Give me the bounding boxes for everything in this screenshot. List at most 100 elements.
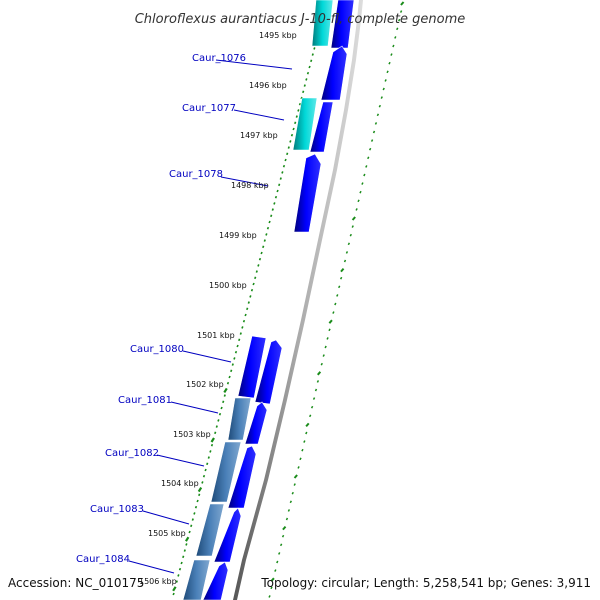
outer-ring-tick — [308, 414, 312, 418]
cds-feature[interactable] — [182, 559, 211, 600]
inner-ring-tick — [238, 338, 241, 342]
cds-feature[interactable] — [320, 45, 348, 101]
cds-feature[interactable] — [330, 0, 355, 49]
inner-ring-tick — [241, 326, 244, 329]
outer-ring-tick — [351, 216, 356, 221]
gene-label[interactable]: Caur_1080 — [130, 344, 184, 355]
gene-labels[interactable]: Caur_1076 Caur_1077 Caur_1078 Caur_1080 Caur… — [76, 53, 293, 574]
inner-ring-tick — [175, 580, 178, 583]
inner-ring-tick — [220, 406, 223, 410]
outer-ring-tick — [340, 267, 345, 273]
outer-ring-tick — [372, 130, 376, 134]
kbp-tick-label: 1500 kbp — [209, 281, 247, 290]
outer-ring-tick — [297, 466, 300, 469]
gene-label[interactable]: Caur_1082 — [105, 448, 159, 459]
inner-ring-tick — [193, 512, 196, 515]
outer-ring-tick — [376, 113, 380, 117]
outer-ring-tick — [328, 328, 331, 332]
gene-label-leader — [182, 350, 232, 363]
cds-feature[interactable] — [227, 445, 257, 509]
inner-ring-tick — [262, 245, 265, 249]
inner-ring-tick — [191, 518, 194, 521]
kbp-tick-label: 1505 kbp — [148, 529, 186, 538]
gene-label-leader — [142, 510, 190, 525]
inner-ring-tick — [242, 319, 246, 323]
inner-ring-tick — [281, 171, 284, 174]
inner-tick-ring — [172, 3, 327, 596]
outer-ring-tick — [390, 53, 393, 56]
inner-ring-tick — [184, 536, 190, 542]
inner-ring-tick — [222, 400, 225, 404]
cds-feature[interactable] — [311, 0, 334, 47]
cds-features[interactable] — [182, 0, 355, 600]
inner-ring-tick — [201, 481, 204, 484]
inner-ring-tick — [254, 276, 257, 280]
outer-ring-tick — [370, 139, 374, 142]
outer-ring-tick — [382, 87, 385, 91]
outer-ring-tick — [291, 491, 294, 495]
inner-ring-tick — [172, 586, 177, 592]
cds-feature[interactable] — [195, 503, 225, 557]
inner-ring-tick — [214, 431, 217, 435]
outer-ring-tick — [287, 509, 291, 512]
inner-ring-tick — [230, 369, 233, 373]
inner-ring-tick — [292, 127, 295, 131]
inner-ring-tick — [180, 561, 183, 565]
outer-ring-tick — [299, 457, 302, 461]
kbp-tick-label: 1501 kbp — [197, 331, 235, 340]
gene-label[interactable]: Caur_1083 — [90, 504, 144, 515]
inner-ring-tick — [287, 146, 290, 149]
gene-label[interactable]: Caur_1081 — [118, 395, 172, 406]
cds-feature[interactable] — [244, 401, 268, 445]
inner-ring-tick — [194, 505, 198, 509]
cds-feature[interactable] — [227, 397, 252, 441]
inner-ring-tick — [226, 381, 230, 385]
outer-ring-tick — [386, 70, 389, 74]
inner-ring-tick — [297, 109, 300, 112]
gene-label-leader — [233, 109, 285, 121]
kbp-tick-labels: 1495 kbp 1496 kbp 1497 kbp 1498 kbp 1499 kbp… — [139, 31, 297, 586]
inner-ring-tick — [231, 363, 234, 366]
inner-ring-tick — [252, 282, 255, 286]
outer-ring-tick — [398, 18, 401, 22]
cds-feature[interactable] — [210, 441, 242, 503]
gene-label-leader — [220, 176, 269, 187]
inner-ring-tick — [284, 158, 287, 162]
inner-ring-tick — [207, 456, 210, 459]
gene-label[interactable]: Caur_1078 — [169, 169, 223, 180]
inner-ring-tick — [196, 499, 199, 503]
inner-ring-tick — [218, 412, 222, 416]
inner-ring-tick — [298, 102, 302, 106]
outer-ring-tick — [368, 147, 372, 151]
cds-feature[interactable] — [213, 507, 242, 563]
inner-ring-tick — [244, 313, 247, 317]
inner-ring-tick — [183, 549, 186, 552]
backbone — [233, 0, 363, 600]
outer-ring-tick — [355, 208, 358, 211]
inner-ring-tick — [295, 115, 298, 118]
outer-ring-tick — [324, 345, 327, 349]
cds-feature[interactable] — [293, 153, 322, 233]
kbp-tick-label: 1503 kbp — [173, 430, 211, 439]
inner-ring-tick — [182, 555, 185, 559]
inner-ring-tick — [305, 78, 308, 81]
cds-feature[interactable] — [254, 339, 283, 405]
cds-feature[interactable] — [309, 101, 334, 153]
inner-ring-tick — [278, 183, 281, 187]
outer-ring-tick — [349, 233, 352, 237]
accession-label: Accession: NC_010175 — [8, 576, 144, 590]
outer-ring-tick — [322, 354, 325, 357]
gene-label-leader — [156, 454, 205, 467]
kbp-tick-label: 1499 kbp — [219, 231, 257, 240]
cds-feature[interactable] — [202, 561, 229, 600]
gene-label[interactable]: Caur_1076 — [192, 53, 246, 64]
cds-feature[interactable] — [292, 97, 318, 151]
kbp-tick-label: 1498 kbp — [231, 181, 269, 190]
kbp-tick-label: 1497 kbp — [240, 131, 278, 140]
cds-feature[interactable] — [237, 335, 267, 399]
inner-ring-tick — [286, 152, 289, 156]
gene-label[interactable]: Caur_1084 — [76, 554, 130, 565]
gene-label[interactable]: Caur_1077 — [182, 103, 236, 114]
outer-ring-tick — [363, 173, 366, 177]
